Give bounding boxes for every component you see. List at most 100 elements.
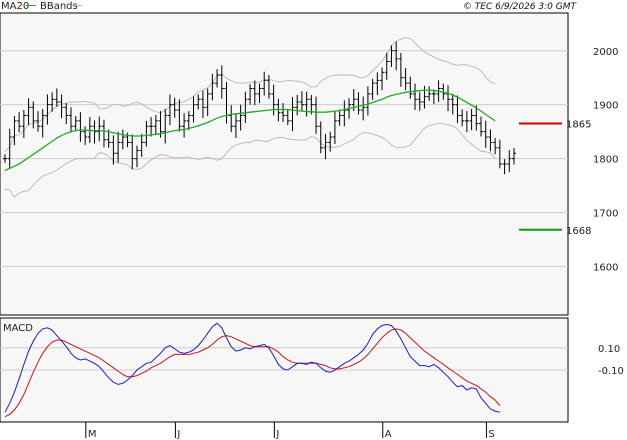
ohlc-bar [7,128,12,169]
ohlc-bar [252,80,257,106]
ohlc-bar [59,94,64,119]
support-level-label: 1668 [566,226,591,237]
x-month-label: M [88,429,97,440]
support-resistance-levels: 1865 1668 [519,120,591,237]
ohlc-bar [375,72,380,95]
ohlc-bar [507,149,512,173]
ohlc-bar [271,84,276,116]
x-month-label: A [385,429,392,440]
ohlc-bar [191,96,196,123]
price-y-tick-labels: 1600 1700 1800 1900 2000 0.10 -0.10 [593,47,624,377]
ohlc-bar [431,89,436,105]
ohlc-bar [200,90,205,119]
ohlc-bar [92,120,97,144]
ohlc-bar [205,88,210,117]
ohlc-bar [116,131,121,163]
ohlc-bar [266,75,271,99]
ohlc-bar [493,138,498,155]
ohlc-bar [290,97,295,132]
ohlc-bar [370,78,375,100]
price-y-tick-label: 1900 [593,101,618,112]
copyright: © TEC 6/9/2026 3:0 GMT [463,2,578,12]
ohlc-bar [299,91,304,111]
macd-y-tick-label: -0.10 [598,366,624,377]
ohlc-bar [497,139,502,169]
price-y-tick-label: 2000 [593,47,618,58]
ohlc-bar [502,159,507,175]
ohlc-bar [285,108,290,126]
ohlc-bar [469,108,474,131]
ohlc-bar [101,119,106,148]
ohlc-bar [54,88,59,107]
bollinger-bands [4,37,496,198]
ohlc-bar [243,91,248,124]
ohlc-bar [238,104,243,131]
ohlc-bar [134,145,139,168]
ohlc-bar [398,52,403,87]
ohlc-bar [455,95,460,124]
ohlc-bar [474,105,479,131]
ohlc-bar [172,97,177,118]
ohlc-bar [177,99,182,132]
ohlc-bar [403,68,408,91]
macd-signal-line [4,328,501,418]
ohlc-bar [139,133,144,157]
x-month-label: S [488,429,494,440]
ohlc-bar [167,94,172,126]
ohlc-bar [26,98,31,126]
ma20-line [4,89,496,172]
legend-bbands: BBands [40,1,78,12]
ohlc-bar [248,84,253,105]
ohlc-bar [460,109,465,127]
ohlc-bar [356,92,361,115]
ohlc-bar [31,101,36,129]
price-panel-background [0,12,569,316]
macd-line [4,322,501,413]
ohlc-bar [144,120,149,147]
ohlc-bar [233,113,238,139]
ohlc-bar [12,116,17,146]
ohlc-bar [120,129,125,150]
ohlc-bar [196,94,201,110]
ohlc-bar [40,108,45,138]
ohlc-bar [318,121,323,154]
ohlc-bar [73,116,78,131]
ohlc-bar [35,111,40,132]
bband-lower-line [4,122,496,198]
ohlc-bar [219,65,224,99]
ohlc-bar [512,147,516,165]
price-y-tick-label: 1800 [593,155,618,166]
bband-upper-line [4,37,496,152]
ohlc-bar [45,94,50,125]
ohlc-bar [408,76,413,99]
ohlc-bar [389,45,394,67]
ohlc-bar [427,86,432,101]
ohlc-bar [281,103,286,122]
x-month-label: J [176,429,180,440]
ohlc-bar [130,134,135,170]
ohlc-bars [3,41,516,175]
ohlc-bar [153,114,158,135]
ohlc-bar [229,105,234,133]
ohlc-bar [163,108,168,144]
ohlc-bar [262,71,267,96]
ohlc-bar [257,83,262,104]
ohlc-bar [464,111,469,133]
ohlc-bar [304,91,309,117]
ohlc-bar [488,129,493,152]
ohlc-bar [149,117,154,137]
ohlc-bar [479,116,484,137]
macd-label: MACD [3,323,33,334]
ohlc-bar [186,111,191,131]
ohlc-bar [182,113,187,138]
ohlc-bar [3,154,7,163]
legend-ma20-swatch [26,5,36,6]
ohlc-bar [97,116,102,142]
ohlc-bar [215,69,220,88]
x-month-label: J [275,429,279,440]
ohlc-bar [21,110,26,139]
ohlc-bar [210,73,215,101]
ohlc-bar [380,67,385,91]
